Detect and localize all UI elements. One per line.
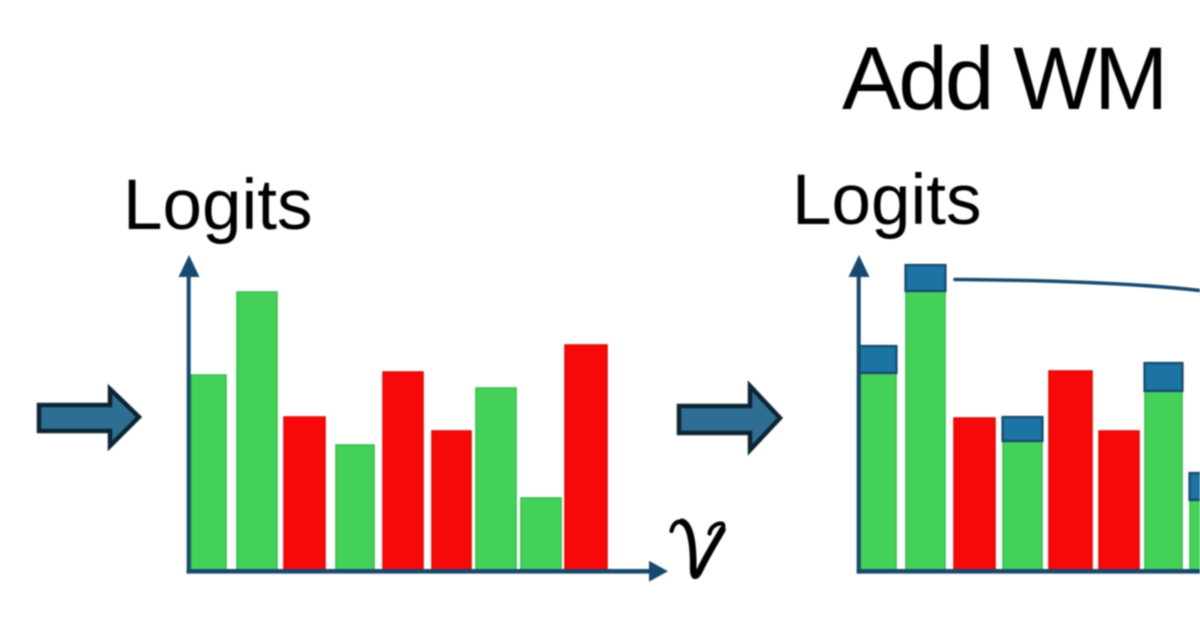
- bar-green: [190, 374, 227, 573]
- bar-red: [564, 344, 608, 573]
- bar-green: [1002, 440, 1043, 573]
- bar-red: [1098, 430, 1140, 573]
- bar-green: [1144, 390, 1183, 573]
- bar-green: [520, 497, 562, 573]
- wm-boost-cap: [904, 263, 947, 293]
- bar-green: [236, 291, 278, 573]
- wm-boost-cap: [1188, 471, 1200, 502]
- bar-green: [905, 290, 946, 573]
- x-axis-arrowhead: [649, 560, 668, 582]
- y-axis-arrowhead: [178, 255, 200, 277]
- bar-green: [475, 387, 517, 573]
- bar-red: [283, 416, 326, 573]
- y-axis-line: [856, 268, 861, 574]
- vocabulary-symbol: [669, 518, 726, 580]
- add-wm-title: Add WM: [842, 28, 1168, 128]
- x-axis-line: [186, 569, 649, 574]
- right-chart-title: Logits: [792, 161, 982, 240]
- flow-arrow-left-icon: [36, 383, 143, 452]
- bar-green: [335, 444, 375, 573]
- x-axis-line: [856, 569, 1200, 574]
- bar-red: [382, 371, 424, 573]
- flow-arrow-middle-icon: [676, 380, 784, 456]
- bar-red: [1048, 370, 1093, 573]
- wm-annotation-curve: [953, 277, 1200, 293]
- wm-boost-cap: [858, 344, 898, 375]
- bar-green: [859, 372, 897, 573]
- bar-red: [431, 430, 472, 573]
- y-axis-arrowhead: [848, 255, 870, 277]
- logits-before-wm: [178, 255, 668, 582]
- left-chart-title: Logits: [123, 166, 313, 245]
- y-axis-line: [186, 268, 191, 574]
- bar-red: [953, 417, 996, 573]
- bar-green: [1189, 499, 1200, 573]
- logits-after-wm: [848, 255, 1200, 574]
- wm-boost-cap: [1001, 415, 1044, 443]
- wm-boost-cap: [1143, 361, 1184, 393]
